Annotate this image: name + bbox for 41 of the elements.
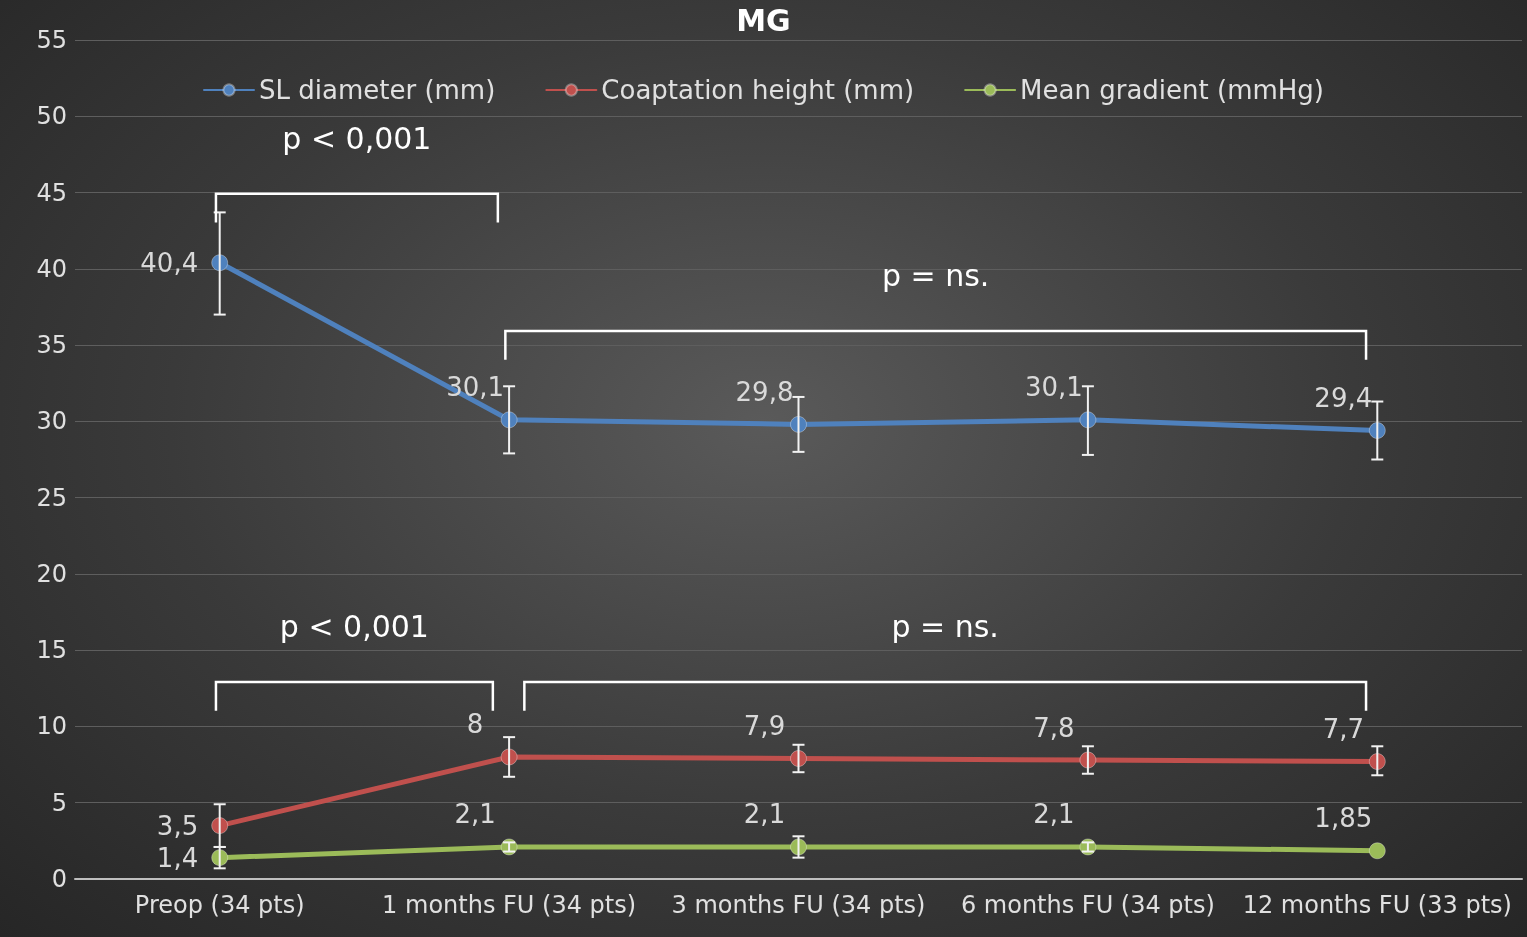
- data-label: 7,7: [1322, 714, 1364, 745]
- y-tick-label: 25: [36, 483, 67, 512]
- y-tick-label: 45: [36, 178, 67, 207]
- y-tick-label: 0: [51, 865, 67, 893]
- data-label: 8: [466, 709, 484, 740]
- annotation: p = ns.: [881, 258, 990, 294]
- y-tick-label: 15: [36, 636, 67, 665]
- data-label: 30,1: [446, 372, 505, 403]
- legend-label: SL diameter (mm): [259, 75, 496, 105]
- annotation: p < 0,001: [282, 121, 432, 157]
- y-tick-label: 50: [36, 102, 67, 131]
- x-tick-label: Preop (34 pts): [134, 891, 305, 919]
- data-label: 1,4: [156, 842, 199, 873]
- data-label: 1,85: [1314, 803, 1373, 834]
- x-tick-label: 1 months FU (34 pts): [382, 891, 637, 919]
- data-label: 2,1: [454, 799, 496, 830]
- data-label: 29,4: [1314, 383, 1373, 414]
- x-tick-label: 6 months FU (34 pts): [960, 891, 1215, 919]
- x-tick-label: 3 months FU (34 pts): [671, 891, 926, 919]
- data-label: 3,5: [156, 810, 199, 841]
- data-label: 7,8: [1033, 712, 1075, 743]
- data-label: 29,8: [735, 376, 794, 407]
- annotation: p = ns.: [891, 609, 999, 645]
- data-label: 2,1: [743, 799, 786, 830]
- y-tick-label: 20: [36, 559, 67, 588]
- annotation: p < 0,001: [279, 609, 429, 645]
- point: [1368, 842, 1386, 860]
- legend-label: Coaptation height (mm): [601, 75, 915, 105]
- y-tick-label: 40: [36, 254, 67, 283]
- data-label: 2,1: [1033, 799, 1075, 830]
- legend-label: Mean gradient (mmHg): [1020, 75, 1324, 105]
- data-label: 40,4: [140, 247, 199, 278]
- data-label: 7,9: [743, 710, 786, 741]
- y-tick-label: 5: [51, 788, 67, 817]
- x-tick-label: 12 months FU (33 pts): [1242, 891, 1512, 919]
- y-tick-label: 10: [36, 712, 67, 741]
- y-tick-label: 35: [36, 331, 67, 360]
- y-tick-label: 30: [36, 407, 67, 436]
- data-label: 30,1: [1024, 372, 1083, 403]
- y-tick-label: 55: [36, 26, 67, 54]
- chart-title: MG: [736, 2, 791, 38]
